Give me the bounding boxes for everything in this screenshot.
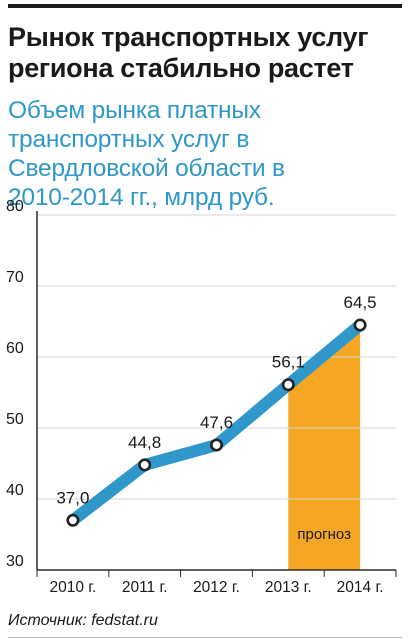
data-point — [66, 513, 80, 527]
x-tick-label: 2010 г. — [49, 579, 96, 596]
data-point — [353, 318, 367, 332]
forecast-area — [288, 325, 361, 570]
data-label: 47,6 — [200, 413, 233, 432]
source-note: Источник: fedstat.ru — [8, 612, 158, 629]
data-label: 44,8 — [128, 433, 161, 452]
data-label: 56,1 — [272, 353, 305, 372]
x-tick-label: 2012 г. — [193, 579, 240, 596]
y-tick-label: 40 — [6, 482, 24, 499]
bottom-rule — [8, 637, 402, 638]
y-tick-label: 30 — [6, 553, 24, 570]
data-point — [138, 458, 152, 472]
data-label: 64,5 — [344, 293, 377, 312]
chart-subtitle: Объем рынка платных транспортных услуг в… — [8, 97, 285, 211]
y-tick-label: 50 — [6, 411, 24, 428]
headline: Рынок транспортных услуг региона стабиль… — [8, 22, 369, 83]
line-chart: 30 40 50 60 70 80 2010 г. 2011 г. 2012 г. 2013 г.… — [6, 200, 397, 596]
data-point — [281, 378, 295, 392]
x-tick-label: 2013 г. — [265, 579, 312, 596]
x-tick-label: 2011 г. — [122, 579, 168, 596]
top-rule — [8, 4, 402, 8]
data-label: 37,0 — [56, 488, 89, 507]
y-tick-label: 60 — [6, 340, 24, 357]
forecast-label: прогноз — [297, 526, 351, 543]
y-tick-label: 80 — [6, 200, 24, 215]
x-tick-label: 2014 г. — [337, 579, 384, 596]
data-point — [210, 438, 224, 452]
y-tick-label: 70 — [6, 269, 24, 286]
